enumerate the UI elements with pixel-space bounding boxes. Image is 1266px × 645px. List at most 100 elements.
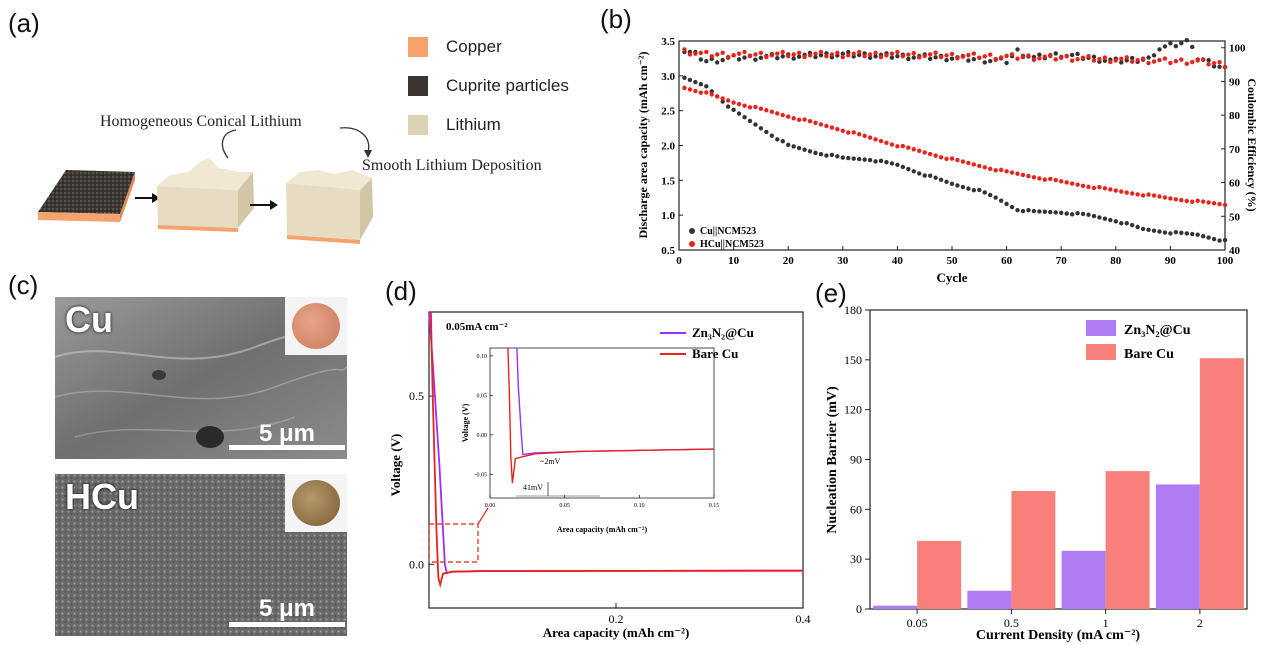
capacity-point bbox=[1195, 232, 1200, 237]
caption-smooth: Smooth Lithium Deposition bbox=[362, 157, 542, 174]
efficiency-point bbox=[1048, 52, 1053, 58]
capacity-point bbox=[1179, 197, 1184, 203]
capacity-point bbox=[1217, 201, 1222, 207]
nucleation-y-tick: 30 bbox=[850, 552, 862, 566]
capacity-point bbox=[878, 158, 884, 164]
efficiency-point bbox=[802, 54, 807, 60]
capacity-point bbox=[1124, 190, 1129, 195]
nucleation-bar bbox=[1155, 484, 1200, 609]
conical-lithium-block bbox=[157, 186, 238, 228]
efficiency-point bbox=[682, 47, 687, 52]
efficiency-point bbox=[1206, 58, 1211, 63]
capacity-point bbox=[1102, 216, 1108, 221]
capacity-point bbox=[856, 131, 862, 137]
capacity-point bbox=[949, 181, 955, 187]
legend-label-cuprite: Cuprite particles bbox=[446, 76, 569, 95]
voltage-x-tick: 0.2 bbox=[609, 612, 624, 626]
inset-y-tick: 0.00 bbox=[477, 433, 488, 439]
capacity-point bbox=[938, 155, 944, 160]
capacity-point bbox=[1020, 208, 1026, 214]
nucleation-x-tick: 0.05 bbox=[907, 616, 928, 630]
capacity-point bbox=[988, 192, 993, 198]
efficiency-point bbox=[1004, 60, 1009, 66]
capacity-point bbox=[747, 105, 753, 110]
hcu-photo-inset bbox=[285, 474, 347, 532]
capacity-point bbox=[1140, 193, 1146, 198]
efficiency-point bbox=[813, 54, 818, 60]
capacity-point bbox=[1037, 209, 1042, 214]
efficiency-point bbox=[1195, 58, 1200, 63]
nucleation-x-tick: 0.5 bbox=[1004, 616, 1019, 630]
capacity-point bbox=[933, 153, 938, 158]
cycling-y2-tick: 70 bbox=[1229, 144, 1241, 156]
panel-label-d: (d) bbox=[385, 276, 417, 306]
capacity-point bbox=[1119, 221, 1124, 226]
efficiency-point bbox=[856, 52, 862, 58]
capacity-point bbox=[1195, 198, 1200, 203]
capacity-point bbox=[807, 118, 813, 124]
capacity-point bbox=[1151, 193, 1157, 198]
capacity-point bbox=[1222, 237, 1228, 243]
capacity-point bbox=[971, 188, 977, 193]
efficiency-point bbox=[949, 51, 955, 57]
capacity-point bbox=[1108, 187, 1113, 192]
capacity-point bbox=[955, 157, 960, 163]
capacity-point bbox=[769, 109, 775, 115]
capacity-point bbox=[1211, 201, 1217, 206]
efficiency-point bbox=[1129, 55, 1135, 61]
capacity-point bbox=[993, 168, 998, 173]
capacity-point bbox=[895, 144, 900, 149]
efficiency-point bbox=[687, 52, 693, 57]
capacity-point bbox=[1140, 226, 1146, 232]
efficiency-point bbox=[988, 58, 993, 64]
caption-homogeneous: Homogeneous Conical Lithium bbox=[100, 113, 302, 130]
capacity-point bbox=[1200, 199, 1206, 204]
capacity-point bbox=[835, 126, 840, 132]
inset-y-label: Voltage (V) bbox=[461, 403, 470, 442]
legend-swatch-cuprite bbox=[408, 76, 428, 96]
capacity-point bbox=[1097, 185, 1102, 190]
nucleation-y-tick: 150 bbox=[844, 353, 862, 367]
efficiency-point bbox=[856, 49, 862, 55]
capacity-point bbox=[709, 89, 714, 94]
efficiency-point bbox=[1053, 57, 1058, 62]
efficiency-point bbox=[1097, 56, 1102, 62]
efficiency-point bbox=[1157, 57, 1162, 63]
capacity-point bbox=[725, 98, 731, 103]
efficiency-point bbox=[753, 57, 758, 62]
efficiency-point bbox=[715, 60, 720, 65]
capacity-point bbox=[731, 100, 736, 105]
capacity-point bbox=[1069, 212, 1075, 217]
efficiency-point bbox=[1184, 61, 1189, 66]
efficiency-point bbox=[1217, 60, 1222, 65]
capacity-point bbox=[682, 75, 687, 80]
capacity-point bbox=[1026, 207, 1031, 213]
capacity-point bbox=[889, 142, 895, 147]
capacity-point bbox=[998, 167, 1004, 173]
efficiency-point bbox=[1069, 58, 1075, 63]
efficiency-point bbox=[1059, 55, 1064, 61]
efficiency-point bbox=[933, 55, 938, 60]
efficiency-point bbox=[1162, 44, 1168, 49]
capacity-point bbox=[731, 107, 736, 113]
nucleation-x-tick: 1 bbox=[1103, 616, 1109, 630]
capacity-point bbox=[1026, 173, 1031, 179]
capacity-point bbox=[1119, 189, 1124, 194]
capacity-point bbox=[1200, 233, 1206, 239]
capacity-point bbox=[698, 81, 704, 87]
legend-label-zn3n2: Zn₃N₂@Cu bbox=[692, 325, 754, 340]
capacity-point bbox=[1059, 179, 1064, 184]
efficiency-point bbox=[846, 53, 851, 58]
efficiency-point bbox=[715, 52, 720, 57]
capacity-point bbox=[1173, 229, 1179, 235]
nucleation-x-tick: 2 bbox=[1197, 616, 1203, 630]
efficiency-point bbox=[742, 49, 747, 55]
voltage-chart: 0.2 0.40.00.5 0.00 0.05 0.10 0.150.100.050.0… bbox=[388, 311, 811, 640]
efficiency-point bbox=[895, 53, 900, 59]
capacity-point bbox=[966, 186, 971, 191]
capacity-point bbox=[993, 195, 998, 200]
nucleation-bar bbox=[873, 605, 918, 609]
capacity-point bbox=[687, 87, 693, 92]
cycling-x-tick: 40 bbox=[892, 255, 904, 267]
capacity-point bbox=[704, 90, 709, 95]
